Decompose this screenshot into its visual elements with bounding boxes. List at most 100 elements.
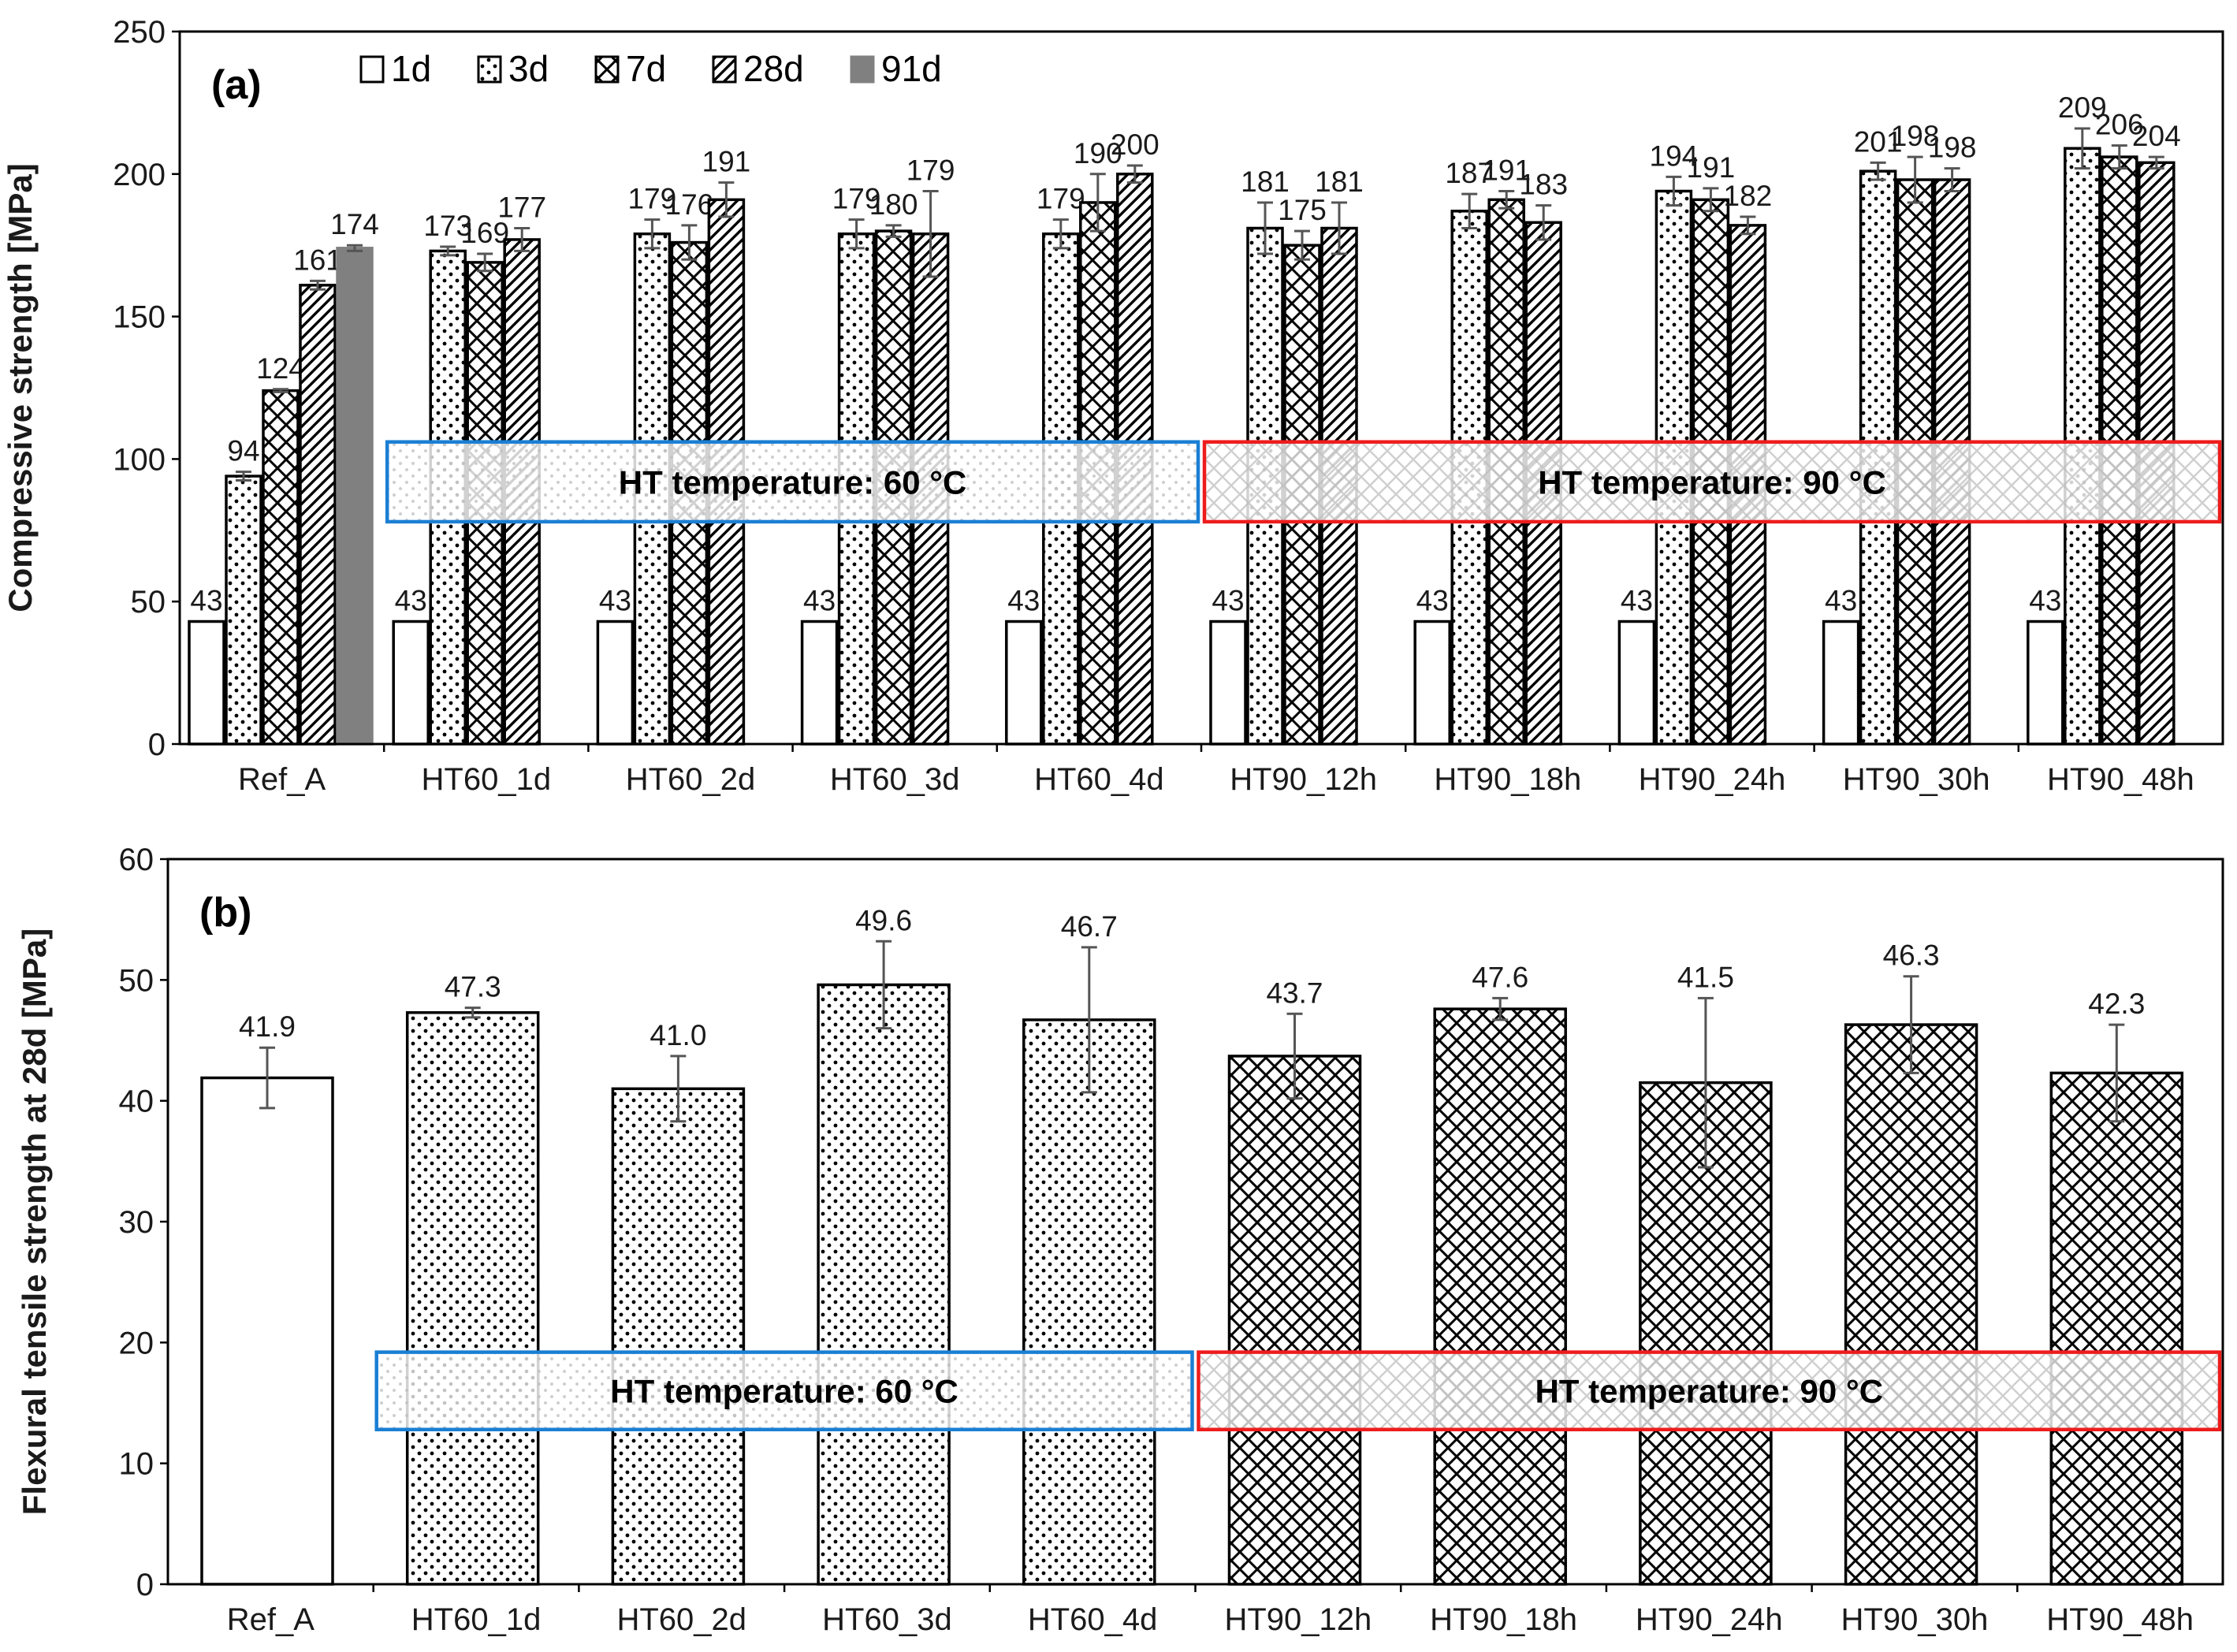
data-label: 43 [1212,585,1244,617]
legend-label: 1d [391,48,431,89]
data-label: 190 [1074,137,1122,169]
bar-empty [1617,620,1656,746]
compressive-strength-chart: 0 50 100 150 200 250 Ref_A HT60_1d HT60_2d HT60_3… [2,15,2224,797]
annotation-text: HT temperature: 60 °C [619,463,967,500]
bar-dots [611,1087,746,1586]
data-label: 43 [395,585,427,617]
y-tick-label: 20 [119,1326,154,1360]
bar-solid [336,247,374,746]
bar-empty [800,620,839,746]
data-label: 177 [497,192,546,224]
data-label: 181 [1315,166,1364,198]
y-tick-label: 250 [113,15,166,50]
y-tick-label: 0 [136,1568,154,1602]
data-label: 198 [1928,132,1977,164]
data-label: 176 [665,188,714,221]
data-label: 182 [1724,180,1773,212]
bar-empty [1413,620,1451,746]
annotation-box [1202,440,2222,524]
annotation-box [1197,1350,2222,1431]
category-label: HT90_12h [1230,762,1377,797]
data-label: 43 [1825,585,1857,617]
plot-frame [178,30,2224,746]
data-label: 179 [906,154,955,186]
data-label: 179 [628,183,677,215]
data-label: 179 [832,183,881,215]
data-label: 43.7 [1266,977,1323,1009]
bar-empty [1005,620,1043,746]
category-label: Ref_A [227,1602,315,1637]
category-label: HT60_1d [411,1602,542,1637]
data-label: 43 [1621,585,1653,617]
data-label: 173 [423,210,472,242]
bar-cross [1433,1007,1567,1586]
y-tick-label: 0 [148,727,166,762]
data-label: 43 [1416,585,1449,617]
data-label: 198 [1891,120,1940,152]
bar-empty [188,620,225,746]
legend-swatch-solid [850,55,875,84]
bar-cross [1844,1023,1978,1586]
category-label: HT90_30h [1843,762,1990,797]
data-label: 41.5 [1677,961,1734,993]
data-label: 43 [803,585,836,617]
bar-diag [299,284,337,746]
data-label: 191 [1687,151,1736,184]
annotation-box [385,440,1200,524]
data-label: 43 [1007,585,1040,617]
data-label: 181 [1241,166,1290,198]
category-label: HT90_48h [2047,762,2194,797]
y-tick-label: 10 [119,1447,154,1482]
bar-dots [225,474,262,746]
panel-label: (a) [211,62,262,108]
legend-swatch-cross [594,55,620,84]
category-label: HT60_2d [616,1602,746,1637]
category-label: HT60_1d [422,762,552,797]
data-label: 42.3 [2088,988,2145,1020]
category-label: HT90_30h [1841,1602,1989,1637]
data-label: 47.3 [445,971,501,1003]
data-label: 94 [227,435,259,467]
data-label: 179 [1037,183,1085,215]
y-axis-title: Flexural tensile strength at 28d [MPa] [16,928,53,1516]
category-label: HT60_3d [830,762,960,797]
data-label: 47.6 [1472,961,1528,993]
data-label: 204 [2132,120,2181,152]
annotation-box-texture [376,1352,1193,1430]
annotation-text: HT temperature: 90 °C [1535,1373,1883,1410]
data-label: 43 [190,585,222,617]
bar-empty [1209,620,1247,746]
data-label: 209 [2058,91,2107,124]
y-tick-label: 60 [119,843,154,877]
bar-dots [405,1010,540,1586]
annotation-box-texture [387,441,1199,522]
annotation-box-texture [1204,441,2220,522]
bar-cross [262,389,300,746]
y-tick-label: 200 [113,158,166,192]
data-label: 200 [1111,128,1159,161]
data-label: 41.0 [650,1019,706,1051]
category-label: HT90_24h [1639,762,1786,797]
category-label: HT60_4d [1034,762,1164,797]
legend-label: 28d [743,48,804,89]
data-label: 194 [1650,140,1699,172]
y-tick-label: 50 [131,585,166,620]
bar-empty [596,620,635,746]
bar-empty [392,620,430,746]
annotation-text: HT temperature: 90 °C [1538,463,1886,500]
data-label: 46.3 [1883,939,1940,972]
legend-swatch-dots [477,55,502,84]
data-label: 180 [869,188,918,221]
category-label: HT90_12h [1224,1602,1372,1637]
data-label: 43 [2029,585,2061,617]
legend-swatch-diag [712,55,737,84]
y-tick-label: 50 [119,963,154,998]
category-label: HT90_48h [2046,1602,2194,1637]
data-label: 46.7 [1061,910,1118,943]
bar-cross [1227,1055,1362,1586]
category-label: Ref_A [238,762,326,797]
annotation-box [374,1350,1194,1431]
category-label: HT90_18h [1430,1602,1577,1637]
data-label: 161 [293,244,342,276]
